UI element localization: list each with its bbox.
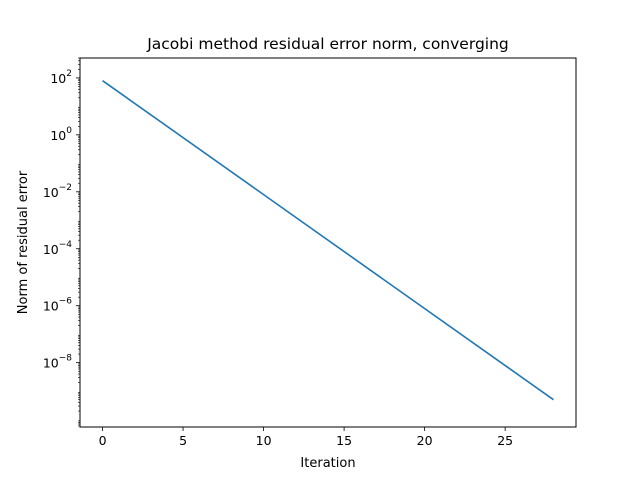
x-tick-label: 10 [256, 433, 272, 448]
y-tick-label: 10−6 [43, 297, 72, 314]
plot-area [80, 58, 576, 427]
x-tick-label: 20 [417, 433, 433, 448]
x-axis-label: Iteration [300, 456, 355, 471]
plot-frame [79, 57, 577, 428]
x-axis: 0 5 10 15 20 25 [99, 427, 513, 448]
y-axis-label: Norm of residual error [16, 170, 31, 314]
chart-title: Jacobi method residual error norm, conve… [146, 35, 509, 53]
y-tick-label: 102 [50, 69, 72, 86]
x-tick-label: 25 [497, 433, 513, 448]
series-layer [102, 80, 554, 401]
series-line [102, 80, 554, 401]
y-tick-label: 10−8 [43, 354, 72, 371]
x-tick-label: 15 [336, 433, 352, 448]
y-tick-label: 100 [50, 126, 72, 143]
x-tick-label: 0 [99, 433, 107, 448]
y-axis: 102 100 10−2 10−4 10−6 10−8 [43, 57, 80, 427]
y-tick-label: 10−4 [43, 240, 72, 257]
x-tick-label: 5 [179, 433, 187, 448]
y-tick-label: 10−2 [43, 183, 72, 200]
